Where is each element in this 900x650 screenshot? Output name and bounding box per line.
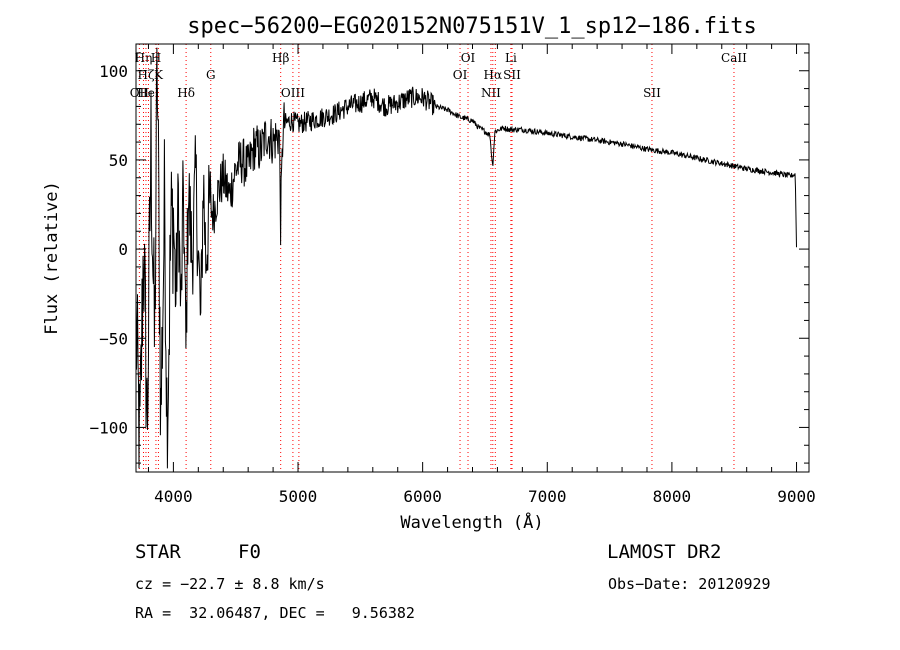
x-tick-label: 5000 xyxy=(279,487,318,506)
x-tick-label: 9000 xyxy=(777,487,816,506)
line-marker-label: NII xyxy=(481,86,501,100)
object-class: STAR xyxy=(135,541,181,563)
line-marker-label: SII xyxy=(503,68,521,82)
line-marker-label: OIII xyxy=(281,86,305,100)
line-marker-label: K xyxy=(154,68,164,82)
x-axis-label: Wavelength (Å) xyxy=(400,511,543,533)
spectrum-layer xyxy=(135,47,797,469)
line-marker-label: CaII xyxy=(721,51,747,65)
x-tick-label: 4000 xyxy=(154,487,193,506)
y-tick-label: 50 xyxy=(109,151,128,170)
spectrum-line xyxy=(135,47,797,469)
line-marker-label: HeI xyxy=(137,86,160,100)
survey-name: LAMOST DR2 xyxy=(607,541,722,563)
x-tick-label: 6000 xyxy=(403,487,442,506)
line-marker-label: OII xyxy=(130,86,150,100)
coordinates-readout: RA = 32.06487, DEC = 9.56382 xyxy=(135,604,415,622)
redshift-readout: cz = −22.7 ± 8.8 km/s xyxy=(135,575,325,593)
line-marker-label: G xyxy=(206,68,216,82)
line-marker-label: OI xyxy=(453,68,468,82)
line-marker-label: Hζ xyxy=(137,68,154,82)
chart-title: spec−56200−EG020152N075151V_1_sp12−186.f… xyxy=(187,14,757,39)
line-marker-label: H xyxy=(151,51,161,65)
axes-layer: 4000 5000 6000 7000 8000 9000 −100 −50 0 50 100 xyxy=(89,43,816,506)
line-marker-label: Hα xyxy=(484,68,503,82)
line-marker-label: Hδ xyxy=(177,86,195,100)
line-marker-label: Hη xyxy=(135,51,153,65)
obs-date-readout: Obs−Date: 20120929 xyxy=(608,575,771,593)
y-tick-label: 100 xyxy=(99,62,128,81)
plot-frame xyxy=(135,43,810,473)
line-marker-label: Li xyxy=(505,51,517,65)
y-tick-label: −50 xyxy=(99,329,128,348)
y-axis-label: Flux (relative) xyxy=(42,181,62,335)
line-marker-label: Hβ xyxy=(272,51,289,65)
x-tick-label: 7000 xyxy=(528,487,567,506)
line-marker-label: OI xyxy=(461,51,476,65)
object-subclass: F0 xyxy=(238,541,261,563)
line-marker-label: SII xyxy=(643,86,661,100)
y-tick-label: 0 xyxy=(118,240,128,259)
x-tick-label: 8000 xyxy=(653,487,692,506)
y-tick-label: −100 xyxy=(89,418,128,437)
